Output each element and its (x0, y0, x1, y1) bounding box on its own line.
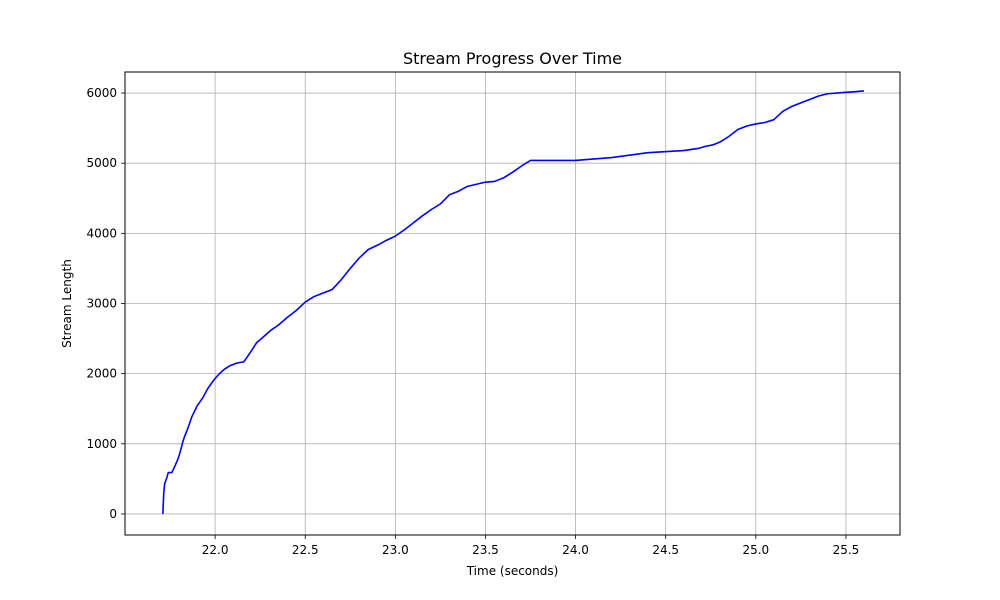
y-tick-label: 5000 (86, 156, 117, 170)
series-layer (162, 90, 865, 514)
x-tick-label: 23.5 (472, 543, 499, 557)
y-tick-label: 1000 (86, 437, 117, 451)
y-tick-label: 4000 (86, 226, 117, 240)
y-ticks: 0 1000 2000 3000 4000 5000 6000 (86, 86, 125, 521)
x-tick-label: 24.5 (652, 543, 679, 557)
x-tick-label: 24.0 (562, 543, 589, 557)
x-tick-label: 25.5 (833, 543, 860, 557)
x-tick-label: 25.0 (742, 543, 769, 557)
x-tick-label: 23.0 (382, 543, 409, 557)
grid (125, 72, 900, 535)
chart-title: Stream Progress Over Time (403, 49, 622, 68)
x-tick-label: 22.5 (292, 543, 319, 557)
y-tick-label: 2000 (86, 367, 117, 381)
x-ticks: 22.0 22.5 23.0 23.5 24.0 24.5 25.0 25.5 (202, 535, 860, 557)
y-tick-label: 6000 (86, 86, 117, 100)
y-tick-label: 3000 (86, 297, 117, 311)
y-tick-label: 0 (109, 507, 117, 521)
x-tick-label: 22.0 (202, 543, 229, 557)
series-line-0 (162, 90, 865, 514)
y-axis-label: Stream Length (60, 259, 74, 348)
x-axis-label: Time (seconds) (466, 564, 559, 578)
